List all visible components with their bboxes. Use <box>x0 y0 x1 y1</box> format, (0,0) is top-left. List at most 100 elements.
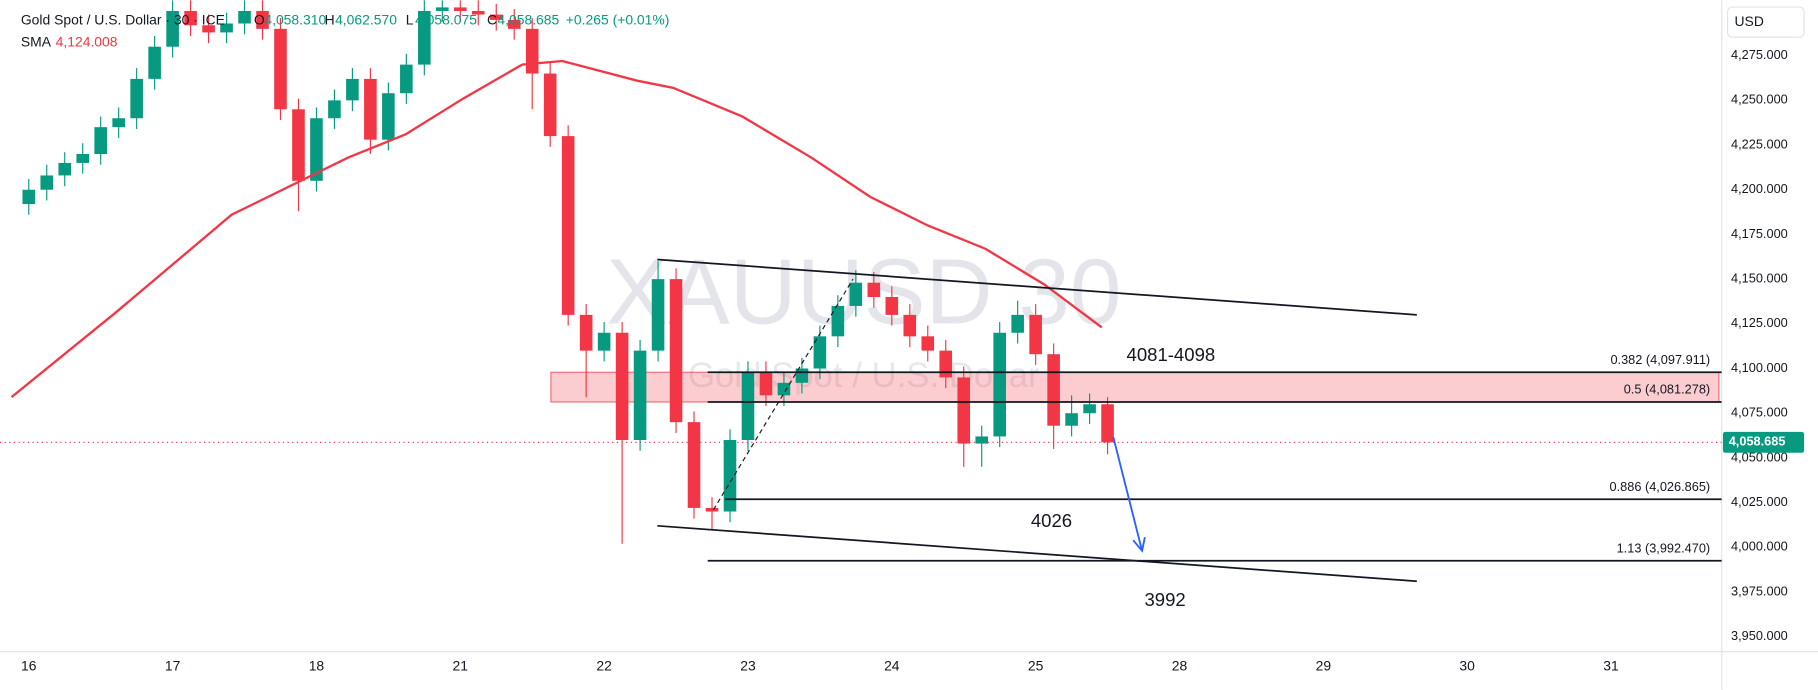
last-price-tag <box>1722 431 1805 453</box>
candle-body <box>382 93 395 140</box>
x-tick-label: 24 <box>884 657 900 673</box>
candle-body <box>975 436 989 444</box>
y-tick-label: 4,150.000 <box>1731 270 1788 285</box>
candle-body <box>687 422 701 508</box>
arrow <box>1112 436 1146 553</box>
zone <box>550 371 1720 403</box>
candle-body <box>40 175 54 190</box>
candle-body <box>238 10 251 24</box>
currency-label: USD <box>1735 13 1764 29</box>
y-tick-label: 4,075.000 <box>1731 405 1788 420</box>
candle-body <box>256 10 269 29</box>
candle-body <box>921 336 935 351</box>
candle-body <box>903 314 917 337</box>
candle-body <box>346 78 359 101</box>
candle-body <box>166 10 179 47</box>
y-tick-label: 3,950.000 <box>1731 628 1788 643</box>
ohlc-value: 4,062.570 <box>335 12 397 28</box>
candle-body <box>328 100 341 119</box>
candle-body <box>615 332 629 441</box>
y-tick-label: 4,275.000 <box>1731 47 1788 62</box>
candle-body <box>148 46 161 79</box>
candle-body <box>489 14 503 20</box>
candle-body <box>993 332 1006 437</box>
plot-area: 0.382 (4,097.911) 0.5 (4,081.278) 0.886 (4… <box>0 0 1722 610</box>
candle-body <box>561 136 575 315</box>
x-tick-label: 31 <box>1603 657 1619 673</box>
candle-body <box>400 64 413 94</box>
dashed-line <box>712 278 854 511</box>
candle-body <box>777 382 791 396</box>
candle-body <box>525 28 539 74</box>
candle-body <box>22 189 36 205</box>
candle-body <box>310 118 323 181</box>
fib-label: 0.5 (4,081.278) <box>1624 382 1710 397</box>
candle-body <box>202 25 215 33</box>
candle-body <box>130 78 143 119</box>
candle-body <box>418 10 431 65</box>
candle-body <box>741 372 755 441</box>
candle-body <box>292 109 305 181</box>
x-tick-label: 16 <box>21 657 37 673</box>
candle-body <box>471 10 485 15</box>
candle-body <box>957 377 971 444</box>
candle-body <box>94 127 107 154</box>
trendline <box>657 258 1417 316</box>
candle-body <box>723 440 737 512</box>
candle-body <box>543 73 557 137</box>
change: +0.265 (+0.01%) <box>566 12 670 28</box>
x-tick-label: 18 <box>309 657 325 673</box>
ohlc-key: C <box>487 12 497 28</box>
candle-body <box>184 10 197 26</box>
candle-body <box>597 332 611 351</box>
candle-body <box>58 162 72 176</box>
candle-body <box>849 282 863 306</box>
candle-body <box>1029 314 1042 355</box>
y-tick-label: 4,100.000 <box>1731 360 1788 375</box>
currency-box[interactable] <box>1726 6 1805 38</box>
trendline <box>657 524 1417 583</box>
sma-line <box>10 59 1103 399</box>
candle-body <box>76 153 90 163</box>
candle-body <box>813 336 827 369</box>
candle-body <box>867 282 881 297</box>
header: Gold Spot / U.S. Dollar · 30 · ICE O 4,0… <box>21 12 670 50</box>
x-tick-label: 22 <box>596 657 612 673</box>
ohlc-value: 4,058.075 <box>415 12 477 28</box>
ohlc-value: 4,058.310 <box>264 12 326 28</box>
annotation: 4081-4098 <box>1127 344 1216 365</box>
x-tick-label: 29 <box>1316 657 1332 673</box>
candle-body <box>939 350 953 378</box>
last-price-label: 4,058.685 <box>1729 434 1786 449</box>
plot-content: 0.382 (4,097.911) 0.5 (4,081.278) 0.886 (4… <box>0 0 1722 610</box>
candle-body <box>759 372 773 396</box>
candle-body <box>453 7 467 11</box>
x-tick-label: 21 <box>453 657 469 673</box>
y-tick-label: 4,175.000 <box>1731 226 1788 241</box>
symbol[interactable]: Gold Spot / U.S. Dollar · 30 · ICE <box>21 12 225 28</box>
y-tick-label: 4,125.000 <box>1731 315 1788 330</box>
candle-body <box>885 296 899 315</box>
fib-label: 0.382 (4,097.911) <box>1610 352 1710 367</box>
y-tick-label: 4,050.000 <box>1731 449 1788 464</box>
watermark-title: XAUUSD 30 <box>606 240 1121 344</box>
candle-body <box>1047 354 1060 426</box>
candle-body <box>274 28 287 110</box>
candle-body <box>1065 413 1078 426</box>
candle-body <box>364 78 377 140</box>
x-tick-label: 28 <box>1172 657 1188 673</box>
y-tick-label: 3,975.000 <box>1731 583 1788 598</box>
x-tick-label: 25 <box>1028 657 1044 673</box>
ohlc-key: O <box>254 12 265 28</box>
candle-body <box>705 507 719 512</box>
fib-label: 0.886 (4,026.865) <box>1610 479 1711 494</box>
annotation: 3992 <box>1144 589 1185 610</box>
candle-body <box>112 118 125 128</box>
x-tick-label: 23 <box>740 657 756 673</box>
candle-body <box>507 19 521 29</box>
indicator-name[interactable]: SMA <box>21 34 52 50</box>
candle-body <box>651 279 665 351</box>
candle-body <box>633 350 647 441</box>
